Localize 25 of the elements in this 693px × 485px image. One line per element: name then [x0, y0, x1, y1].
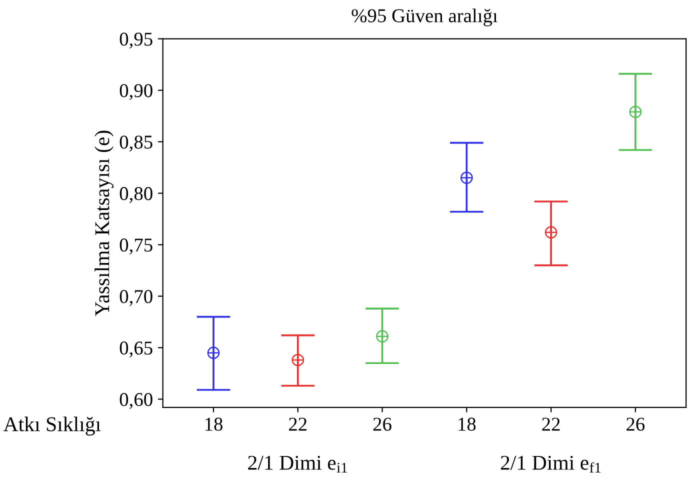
x-tick-label: 26 [373, 418, 392, 431]
y-tick-label: 0,85 [120, 136, 152, 152]
y-tick-label: 0,65 [120, 342, 152, 358]
point [292, 354, 304, 366]
point [544, 226, 558, 239]
y-tick-label: 0,75 [120, 238, 152, 254]
x-tick-label: 22 [542, 418, 560, 431]
chart-title: %95 Güven aralığı [352, 8, 498, 26]
text: 2/1 Dimi e$_{f1}$ [500, 456, 601, 472]
y-tick-label: 0,95 [120, 32, 152, 49]
y-tick-label: 0,60 [120, 392, 152, 409]
y-axis-title: Yassılma Katsayısı (e) [94, 130, 114, 316]
x-tick-label: 26 [626, 418, 645, 431]
point [460, 172, 473, 184]
x-tick-label: 18 [205, 418, 222, 431]
point [629, 106, 642, 118]
y-tick-label: 0,90 [120, 84, 152, 100]
point [376, 330, 388, 343]
text: 2/1 Dimi e$_{i1}$ [248, 456, 347, 472]
x-tick-label: 18 [458, 418, 476, 431]
point [207, 346, 220, 360]
x-axis-title: Atkı Sıklığı [3, 416, 101, 436]
y-tick-label: 0,70 [120, 290, 152, 306]
y-tick-label: 0,80 [120, 187, 152, 203]
x-tick-label: 22 [289, 418, 307, 431]
